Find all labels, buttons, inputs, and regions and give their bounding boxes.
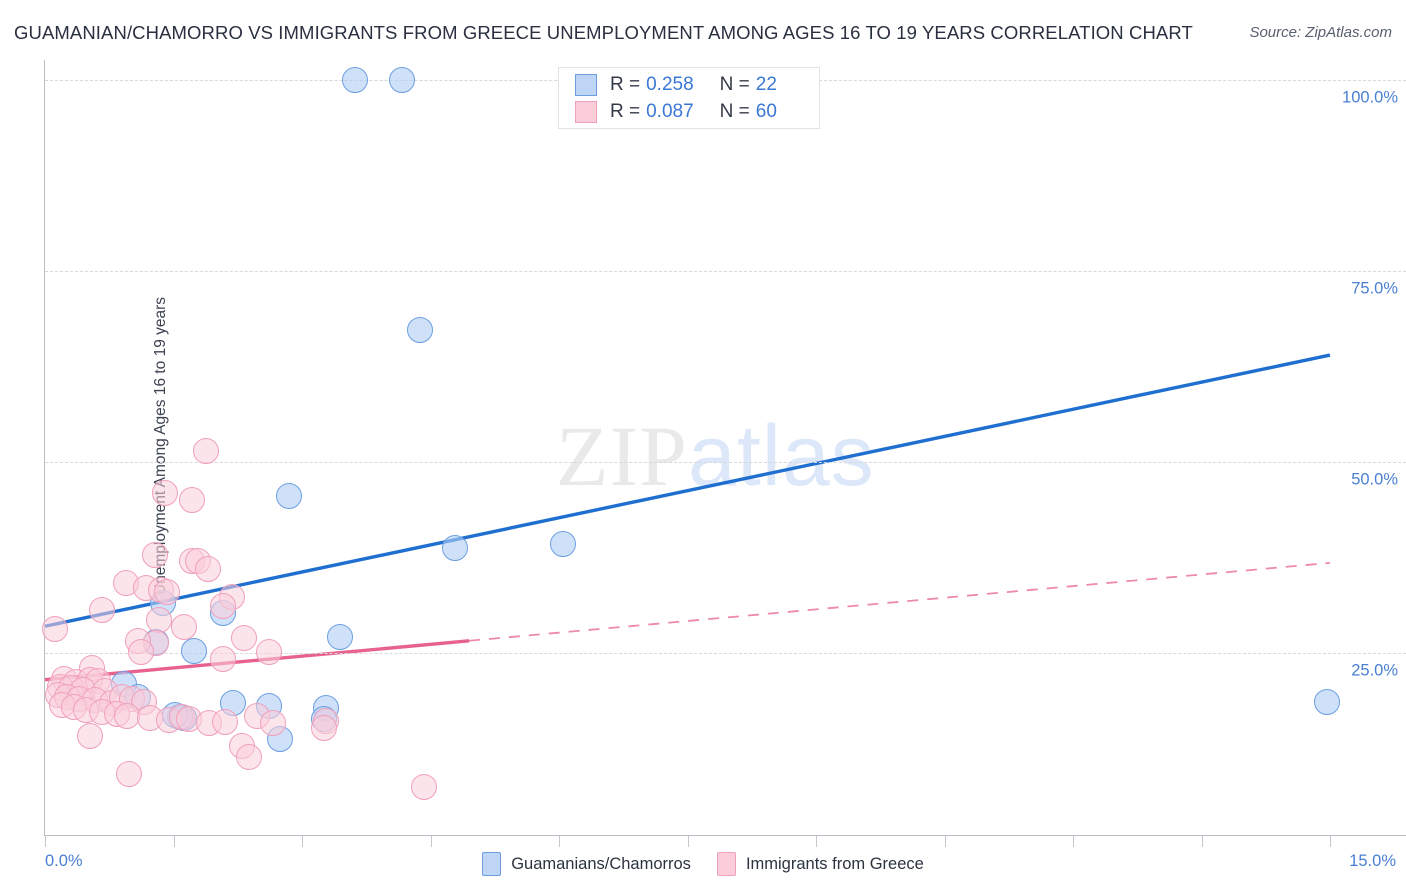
x-axis-tick xyxy=(1073,836,1074,847)
r-label-blue: R = xyxy=(610,74,641,95)
y-axis-tick-label: 75.0% xyxy=(1351,279,1398,298)
scatter-point[interactable] xyxy=(1313,688,1340,715)
legend-label-guamanians: Guamanians/Chamorros xyxy=(511,854,691,873)
scatter-point[interactable] xyxy=(145,607,172,634)
scatter-point[interactable] xyxy=(193,437,220,464)
legend-swatch-pink-icon xyxy=(575,101,597,123)
r-label-pink: R = xyxy=(610,101,641,122)
scatter-point[interactable] xyxy=(141,542,168,569)
x-axis-tick xyxy=(1330,836,1331,847)
scatter-point[interactable] xyxy=(230,625,257,652)
scatter-point[interactable] xyxy=(210,646,237,673)
scatter-point[interactable] xyxy=(153,578,180,605)
y-axis-tick-label: 25.0% xyxy=(1351,661,1398,680)
n-label-pink: N = xyxy=(719,101,750,122)
y-axis-tick-label: 100.0% xyxy=(1342,88,1398,107)
scatter-point[interactable] xyxy=(259,710,286,737)
source-label: Source: ZipAtlas.com xyxy=(1249,24,1392,41)
legend-item-guamanians[interactable]: Guamanians/Chamorros xyxy=(482,852,691,876)
series-legend: Guamanians/Chamorros Immigrants from Gre… xyxy=(0,852,1406,876)
plot-area xyxy=(45,60,1330,835)
x-axis-tick xyxy=(687,836,689,847)
scatter-point[interactable] xyxy=(76,722,103,749)
n-value-pink: 60 xyxy=(755,101,777,122)
scatter-point[interactable] xyxy=(127,639,154,666)
x-axis-tick-label-min: 0.0% xyxy=(45,852,83,870)
scatter-point[interactable] xyxy=(179,487,206,514)
page-title: GUAMANIAN/CHAMORRO VS IMMIGRANTS FROM GR… xyxy=(14,22,1193,43)
stats-legend-row-blue: R = 0.258 N = 22 xyxy=(575,72,777,98)
y-axis-tick-label: 50.0% xyxy=(1351,470,1398,489)
scatter-point[interactable] xyxy=(115,760,142,787)
x-axis-line xyxy=(44,835,1406,836)
gridline xyxy=(45,653,1406,654)
scatter-point[interactable] xyxy=(194,555,221,582)
r-value-blue: 0.258 xyxy=(646,74,694,95)
gridline xyxy=(45,462,1406,463)
x-axis-tick xyxy=(302,836,303,847)
x-axis-tick xyxy=(430,836,432,847)
scatter-point[interactable] xyxy=(235,743,262,770)
scatter-point[interactable] xyxy=(88,597,115,624)
scatter-point[interactable] xyxy=(151,479,178,506)
scatter-point[interactable] xyxy=(442,534,469,561)
scatter-point[interactable] xyxy=(210,592,237,619)
n-value-blue: 22 xyxy=(755,74,777,95)
r-value-pink: 0.087 xyxy=(646,101,694,122)
scatter-point[interactable] xyxy=(42,615,69,642)
legend-label-greece: Immigrants from Greece xyxy=(745,854,924,873)
stats-legend-row-pink: R = 0.087 N = 60 xyxy=(575,99,777,125)
legend-swatch-greece-icon xyxy=(716,852,736,876)
scatter-point[interactable] xyxy=(170,614,197,641)
y-axis-line xyxy=(44,60,45,835)
scatter-point[interactable] xyxy=(550,530,577,557)
x-axis-tick xyxy=(944,836,946,847)
legend-swatch-blue-icon xyxy=(575,74,597,96)
gridline xyxy=(45,271,1406,272)
scatter-point[interactable] xyxy=(342,67,369,93)
scatter-point[interactable] xyxy=(326,623,353,650)
x-axis-tick xyxy=(816,836,817,847)
scatter-point[interactable] xyxy=(256,639,283,666)
scatter-point[interactable] xyxy=(311,714,338,741)
x-axis-tick xyxy=(173,836,175,847)
x-axis-tick xyxy=(45,836,46,847)
scatter-point[interactable] xyxy=(276,483,303,510)
scatter-point[interactable] xyxy=(389,67,416,93)
n-label-blue: N = xyxy=(719,74,750,95)
x-axis-tick xyxy=(559,836,560,847)
legend-item-greece[interactable]: Immigrants from Greece xyxy=(716,852,924,876)
scatter-point[interactable] xyxy=(407,316,434,343)
x-axis-tick-label-max: 15.0% xyxy=(1349,852,1396,870)
stats-legend: R = 0.258 N = 22 R = 0.087 N = 60 xyxy=(558,67,820,129)
x-axis-tick xyxy=(1201,836,1203,847)
legend-swatch-guamanians-icon xyxy=(482,852,502,876)
scatter-point[interactable] xyxy=(211,708,238,735)
scatter-point[interactable] xyxy=(181,638,208,665)
scatter-point[interactable] xyxy=(410,773,437,800)
